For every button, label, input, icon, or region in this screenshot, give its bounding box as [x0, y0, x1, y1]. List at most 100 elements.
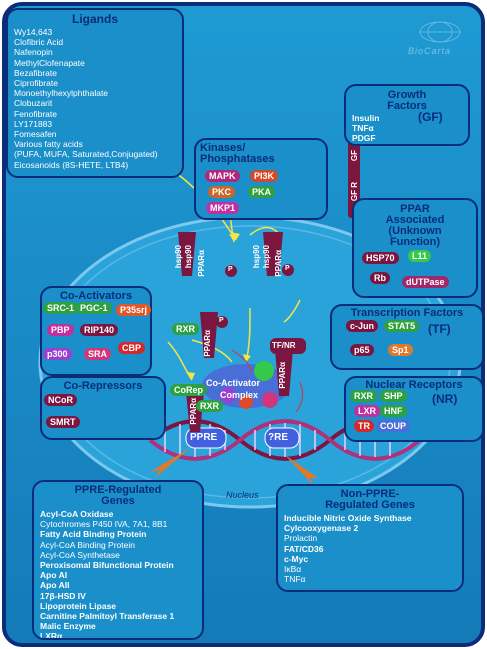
ppara-label-1: PPARα	[197, 250, 206, 277]
pi3k-molecule: PI3K	[250, 170, 279, 182]
p-label-3: P	[219, 317, 224, 324]
ppre-gene-item: Cytochromes P450 IVA, 7A1, 8B1	[40, 519, 168, 530]
kinases-title-2: Phosphatases	[200, 153, 275, 165]
tf-title: Transcription Factors	[350, 307, 464, 319]
ppre-gene-item: Acyl-CoA Oxidase	[40, 509, 114, 519]
ppre-gene-item: Peroxisomal Bifunctional Protein	[40, 560, 174, 571]
ppara-label-2: PPARα	[274, 250, 283, 277]
gf-item: Insulin	[352, 113, 380, 123]
ppre-genes-title-2: Genes	[101, 495, 135, 507]
ppre-element	[185, 427, 227, 449]
non-ppre-gene-item: FAT/CD36	[284, 543, 324, 554]
coactivator-complex-label-1: Co-Activator	[206, 378, 261, 388]
ppre-label: PPRE	[190, 432, 218, 443]
non-ppre-genes-list: Inducible Nitric Oxide Synthase Cylcooxy…	[284, 513, 456, 584]
ligand-item: Eicosanoids (8S-HETE, LTB4)	[14, 159, 129, 170]
sra-molecule: SRA	[84, 348, 112, 360]
ligand-item: Fomesafen	[14, 129, 57, 140]
hsp90-label-1: hsp90	[174, 245, 183, 269]
rip140-molecule: RIP140	[80, 324, 119, 336]
biocarta-globe	[419, 21, 461, 43]
corepressors-panel: Co-Repressors	[40, 376, 166, 440]
growth-factors-panel: Growth Factors Insulin TNFα PDGF	[344, 84, 470, 146]
non-ppre-gene-item: IκBα	[284, 564, 302, 575]
ppar-assoc-title-1: PPAR	[400, 203, 430, 215]
non-ppre-gene-item: c-Myc	[284, 553, 309, 564]
gene-output-arrows	[150, 448, 318, 486]
ligand-item: Ciprofibrate	[14, 78, 58, 89]
ligand-item: Wy14,643	[14, 27, 53, 37]
ncor-molecule: NCoR	[44, 394, 77, 406]
gf-title-2: Factors	[387, 100, 427, 112]
pkc-molecule: PKC	[208, 186, 236, 198]
ppre-genes-title-1: PPRE-Regulated	[74, 484, 162, 496]
coactivators-title: Co-Activators	[59, 290, 133, 302]
gf-item: PDGF	[352, 133, 376, 144]
ppre-gene-item: LXRα	[40, 631, 63, 640]
transcription-factors-panel: Transcription Factors	[330, 304, 484, 370]
ppar-assoc-title-4: Function)	[389, 236, 441, 248]
ppre-genes-list: Acyl-CoA Oxidase Cytochromes P450 IVA, 7…	[40, 509, 196, 640]
ppre-gene-item: Apo AI	[40, 570, 68, 581]
ligand-item: Bezafibrate	[14, 67, 57, 78]
gf-list: Insulin TNFα PDGF	[352, 113, 462, 144]
ligand-item: Clobuzarit	[14, 98, 53, 109]
mapk-molecule: MAPK	[205, 170, 240, 182]
ppre-gene-item: Malic Enzyme	[40, 621, 96, 632]
cbp-molecule: CBP	[118, 342, 146, 354]
tr-molecule: TR	[354, 420, 374, 432]
ligand-item: Monoethylhexylphthalate	[14, 88, 109, 99]
non-ppre-gene-item: Inducible Nitric Oxide Synthase	[284, 513, 412, 523]
tfnr-label: TF/NR	[272, 341, 296, 350]
p-label-1: P	[228, 266, 233, 273]
smrt-molecule: SMRT	[46, 416, 80, 428]
tf-abbr: (TF)	[428, 322, 451, 336]
biocarta-logo: BioCarta	[408, 46, 452, 56]
ppre-gene-item: Carnitine Palmitoyl Transferase 1	[40, 611, 175, 622]
nr-title: Nuclear Receptors	[365, 379, 463, 391]
p300-molecule: p300	[43, 348, 72, 360]
ligand-item: LY171883	[14, 118, 53, 129]
rxr-molecule-2: RXR	[196, 400, 224, 412]
ligands-panel: Ligands Wy14,643 Clofibric Acid Nafenopi…	[6, 8, 184, 178]
ligands-title: Ligands	[71, 12, 118, 26]
l11-molecule: L11	[408, 250, 432, 262]
gf-item: TNFα	[352, 123, 374, 134]
gf-label: GF	[350, 150, 359, 162]
corep-molecule: CoRep	[170, 384, 207, 396]
stat5-molecule: STAT5	[384, 320, 420, 332]
re-label: ?RE	[268, 432, 288, 443]
ligand-item: (PUFA, MUFA, Saturated,Conjugated)	[14, 149, 158, 160]
ligands-list: Wy14,643 Clofibric Acid Nafenopin Methyl…	[14, 27, 176, 170]
pka-molecule: PKA	[248, 186, 276, 198]
ppre-gene-item: Lipoprotein Lipase	[40, 600, 117, 611]
phospho-p-1	[225, 265, 237, 277]
hsp90-label-2: hsp90	[184, 245, 193, 269]
gfr-label: GF R	[350, 182, 359, 202]
ligand-item: MethylClofenapate	[14, 57, 85, 68]
gf-title-1: Growth	[387, 89, 427, 101]
ligand-item: Various fatty acids	[14, 139, 83, 150]
gf-abbr: (GF)	[418, 110, 443, 124]
cjun-molecule: c-Jun	[346, 320, 379, 332]
phospho-p-3	[216, 316, 228, 328]
ppara-label-3: PPARα	[203, 330, 212, 357]
ligand-item: Clofibric Acid	[14, 37, 64, 48]
hsp90-label-4: hsp90	[262, 245, 271, 269]
ppara-label-4: PPARα	[278, 362, 287, 389]
ppre-gene-item: Fatty Acid Binding Protein	[40, 529, 147, 540]
non-ppre-gene-item: Cylcooxygenase 2	[284, 523, 359, 534]
phospho-p-2	[282, 264, 294, 276]
lxr-molecule: LXR	[354, 405, 380, 417]
rb-molecule: Rb	[370, 272, 390, 284]
dutpase-molecule: dUTPase	[402, 276, 449, 288]
hsp90-label-3: hsp90	[252, 245, 261, 269]
hnf-molecule: HNF	[380, 405, 407, 417]
ppar-assoc-title-2: Associated	[385, 214, 445, 226]
ppre-gene-item: Apo AII	[40, 580, 70, 591]
re-element	[264, 427, 300, 449]
coactivator-complex-label-2: Complex	[220, 390, 259, 400]
ppre-gene-item: Acyl-CoA Synthetase	[40, 549, 120, 560]
kinases-title-1: Kinases/	[200, 142, 246, 154]
non-ppre-gene-item: TNFα	[284, 574, 306, 585]
